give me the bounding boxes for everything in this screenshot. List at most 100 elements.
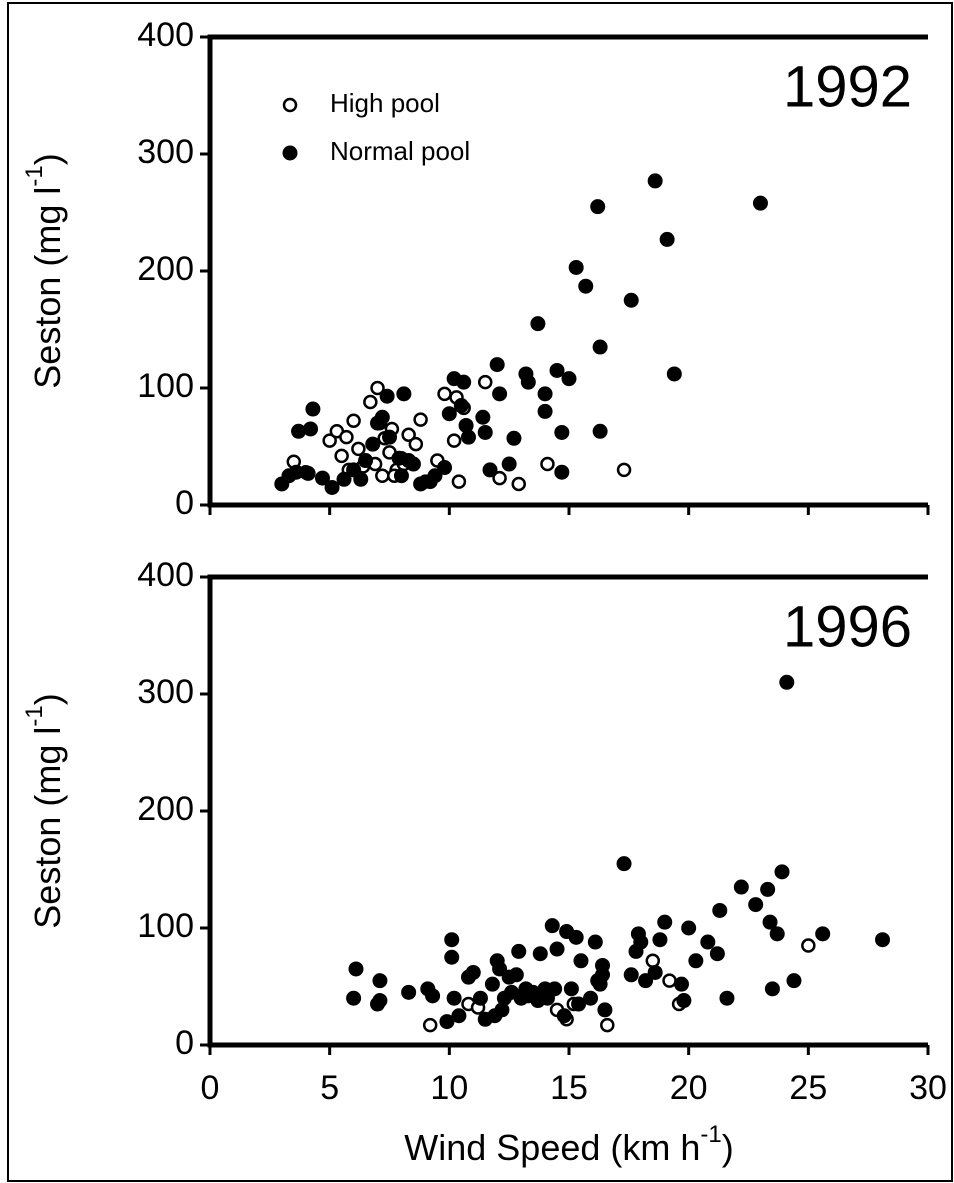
point <box>475 409 491 425</box>
point <box>769 926 785 942</box>
point <box>875 932 891 948</box>
point <box>752 195 768 211</box>
point <box>451 1008 467 1024</box>
point <box>484 976 500 992</box>
point <box>379 388 395 404</box>
point <box>801 938 816 953</box>
point <box>645 953 661 969</box>
point <box>441 406 457 422</box>
y-tick-label: 200 <box>137 250 194 288</box>
legend-marker <box>282 145 298 161</box>
point <box>489 357 505 373</box>
x-tick-label: 25 <box>789 1069 827 1107</box>
point <box>444 932 460 948</box>
point <box>314 470 330 486</box>
point <box>472 990 488 1006</box>
point <box>673 976 689 992</box>
x-tick-label: 5 <box>320 1069 339 1107</box>
point <box>786 973 802 989</box>
point <box>733 879 749 895</box>
point <box>358 453 374 469</box>
point <box>659 231 675 247</box>
point <box>568 929 584 945</box>
point <box>460 429 476 445</box>
point <box>396 386 412 402</box>
point <box>291 423 307 439</box>
legend-label: High pool <box>330 88 440 118</box>
point <box>374 409 390 425</box>
x-axis-label-sup: -1 <box>700 1121 721 1148</box>
point <box>303 421 319 437</box>
point <box>492 386 508 402</box>
point <box>532 946 548 962</box>
point <box>446 990 462 1006</box>
y-tick-label: 400 <box>137 16 194 54</box>
point <box>578 278 594 294</box>
y-tick-label: 300 <box>137 133 194 171</box>
point <box>405 456 421 472</box>
point <box>764 981 780 997</box>
point <box>540 456 555 472</box>
point <box>492 470 507 486</box>
y-tick-label: 400 <box>137 556 194 594</box>
point <box>623 292 639 308</box>
point <box>623 967 639 983</box>
point <box>382 429 397 445</box>
point <box>556 1008 572 1024</box>
y-axis-label-sup: -1 <box>21 705 48 726</box>
point <box>508 967 524 983</box>
point <box>353 471 369 487</box>
point <box>549 362 565 378</box>
point <box>681 920 697 936</box>
point <box>401 427 416 443</box>
point <box>413 412 428 427</box>
point <box>365 436 381 452</box>
point <box>372 993 388 1009</box>
point <box>465 964 481 980</box>
legend-label: Normal pool <box>330 136 470 166</box>
y-tick-label: 100 <box>137 907 194 945</box>
point <box>554 424 570 440</box>
point <box>571 996 587 1012</box>
point <box>305 401 321 417</box>
point <box>700 934 716 950</box>
point <box>666 366 682 382</box>
point <box>616 856 632 872</box>
point <box>300 465 316 481</box>
point <box>549 941 565 957</box>
point <box>494 1002 510 1018</box>
point <box>537 403 553 419</box>
point <box>422 1017 438 1033</box>
point <box>324 479 340 495</box>
y-tick-label: 0 <box>175 484 194 522</box>
point <box>339 429 354 445</box>
panel-annotation: 1992 <box>783 54 912 119</box>
point <box>334 448 349 464</box>
legend-marker <box>282 97 298 113</box>
point <box>592 423 608 439</box>
point <box>401 984 417 1000</box>
x-axis-label-part: ) <box>722 1127 734 1168</box>
point <box>351 441 366 457</box>
point <box>719 990 735 1006</box>
y-axis-label-part: ) <box>27 693 68 705</box>
point <box>336 471 352 487</box>
point <box>657 914 673 930</box>
point <box>506 430 522 446</box>
point <box>709 946 725 962</box>
point <box>712 902 728 918</box>
point <box>590 199 606 215</box>
point <box>439 1014 455 1030</box>
point <box>568 259 584 275</box>
point <box>456 374 472 390</box>
point <box>600 1017 615 1033</box>
x-tick-label: 0 <box>201 1069 220 1107</box>
point <box>511 476 526 492</box>
y-axis-label: Seston (mg l-1) <box>21 153 67 388</box>
point <box>370 380 385 396</box>
point <box>647 964 663 980</box>
point <box>592 339 608 355</box>
point <box>616 462 632 478</box>
point <box>547 981 563 997</box>
y-axis-label: Seston (mg l-1) <box>21 693 67 928</box>
